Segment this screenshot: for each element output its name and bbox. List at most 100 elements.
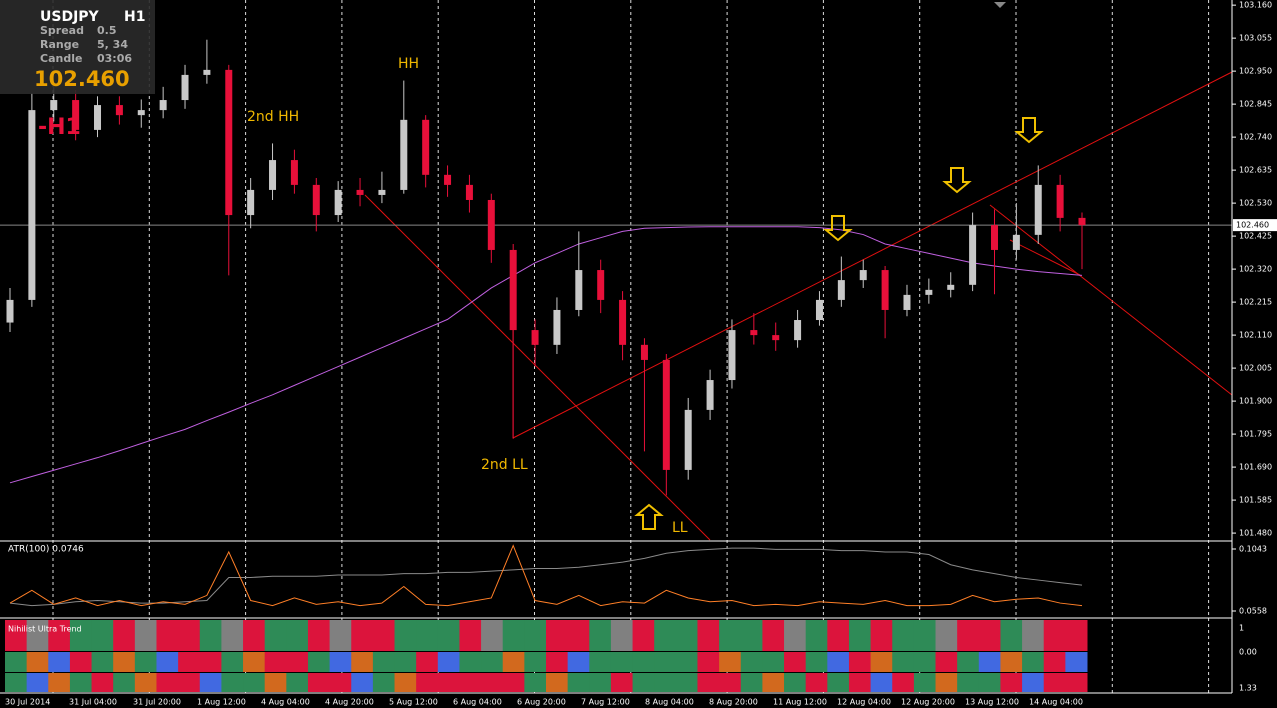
candle-body <box>1012 234 1020 250</box>
candle-body <box>969 225 977 285</box>
trend-cell <box>459 652 482 672</box>
trend-cell <box>178 673 201 692</box>
y-tick-label: 102.530 <box>1239 199 1272 208</box>
trend-cell <box>26 673 49 692</box>
trend-cell <box>589 652 612 672</box>
trend-cell <box>935 673 958 692</box>
candle-body <box>72 100 80 130</box>
info-value: 5, 34 <box>97 38 128 51</box>
info-value: 03:06 <box>97 52 132 65</box>
info-panel <box>0 0 155 94</box>
trend-cell <box>113 673 136 692</box>
trend-cell <box>329 673 352 692</box>
candle-body <box>728 330 736 381</box>
trend-cell <box>610 620 634 651</box>
candle-body <box>290 160 298 185</box>
trend-cell <box>437 652 460 672</box>
trend-cell <box>740 652 763 672</box>
down-arrow <box>823 215 853 242</box>
trend-cell <box>91 620 114 651</box>
candle-body <box>225 69 233 216</box>
y-tick-label: 103.160 <box>1239 1 1272 10</box>
trend-cell <box>740 620 763 651</box>
trend-cell <box>481 673 504 692</box>
x-tick-label: 30 Jul 2014 <box>5 698 50 707</box>
info-label: Spread <box>40 24 84 37</box>
candle-body <box>28 110 36 300</box>
trend-cell <box>372 652 396 672</box>
trend-cell <box>372 620 396 651</box>
candle-body <box>706 380 714 410</box>
candle-body <box>247 189 255 216</box>
trend-cell <box>935 620 958 651</box>
y-tick-label: 103.055 <box>1239 34 1272 43</box>
y-tick-label: 102.425 <box>1239 232 1272 241</box>
trend-tick-label: 1 <box>1239 624 1244 633</box>
trend-cell <box>632 652 655 672</box>
trend-cell <box>69 620 93 651</box>
candle-body <box>597 270 605 300</box>
trend-cell <box>481 620 504 651</box>
trend-cell <box>654 620 677 651</box>
trend-cell <box>243 620 266 651</box>
x-tick-label: 4 Aug 20:00 <box>325 698 374 707</box>
trend-cell <box>156 620 179 651</box>
trend-cell <box>740 673 763 692</box>
trend-line <box>364 194 711 541</box>
x-tick-label: 6 Aug 20:00 <box>517 698 566 707</box>
trend-cell <box>481 652 504 672</box>
trend-cell <box>1022 652 1045 672</box>
moving-average <box>9 226 1083 484</box>
trend-cell <box>935 652 958 672</box>
candle-body <box>662 359 670 470</box>
candle-body <box>925 289 933 295</box>
trend-cell <box>675 673 698 692</box>
x-tick-label: 4 Aug 04:00 <box>261 698 310 707</box>
trend-cell <box>567 673 590 692</box>
y-tick-label: 101.480 <box>1239 529 1272 538</box>
atr-tick-label: 0.0558 <box>1239 606 1267 615</box>
trend-cell <box>264 620 287 651</box>
trend-cell <box>589 673 612 692</box>
candle-body <box>356 189 364 195</box>
info-value: 0.5 <box>97 24 117 37</box>
candle-body <box>444 174 452 185</box>
x-tick-label: 8 Aug 04:00 <box>645 698 694 707</box>
candle-body <box>50 100 58 111</box>
trend-cell <box>307 673 331 692</box>
trend-cell <box>1043 652 1066 672</box>
trend-cell <box>199 673 222 692</box>
candle-body <box>115 105 123 116</box>
candle-body <box>859 270 867 281</box>
trend-cell <box>957 652 980 672</box>
trend-cell <box>437 620 460 651</box>
timeframe: H1 <box>124 9 145 25</box>
trend-cell <box>1000 673 1023 692</box>
timeframe-marker: -H1 <box>38 115 81 140</box>
trend-cell <box>957 673 980 692</box>
trend-cell <box>156 673 179 692</box>
trend-cell <box>697 620 720 651</box>
trend-cell <box>1000 620 1023 651</box>
trend-cell <box>827 620 850 651</box>
trend-cell <box>784 620 807 651</box>
annotation: LL <box>672 520 688 536</box>
trend-cell <box>1043 673 1066 692</box>
trend-label: Nihilist Ultra Trend <box>8 625 82 634</box>
trend-cell <box>221 620 244 651</box>
trend-cell <box>502 620 525 651</box>
trend-cell <box>913 673 937 692</box>
trend-cell <box>978 620 1001 651</box>
trend-cell <box>892 673 915 692</box>
trend-cell <box>134 673 157 692</box>
trend-line <box>989 204 1233 396</box>
trend-cell <box>870 673 893 692</box>
trend-cell <box>264 673 287 692</box>
x-tick-label: 8 Aug 20:00 <box>709 698 758 707</box>
y-tick-label: 102.950 <box>1239 67 1272 76</box>
trend-cell <box>351 673 374 692</box>
trend-cell <box>546 673 569 692</box>
candle-body <box>947 284 955 290</box>
trend-cell <box>134 652 157 672</box>
x-tick-label: 13 Aug 12:00 <box>965 698 1019 707</box>
